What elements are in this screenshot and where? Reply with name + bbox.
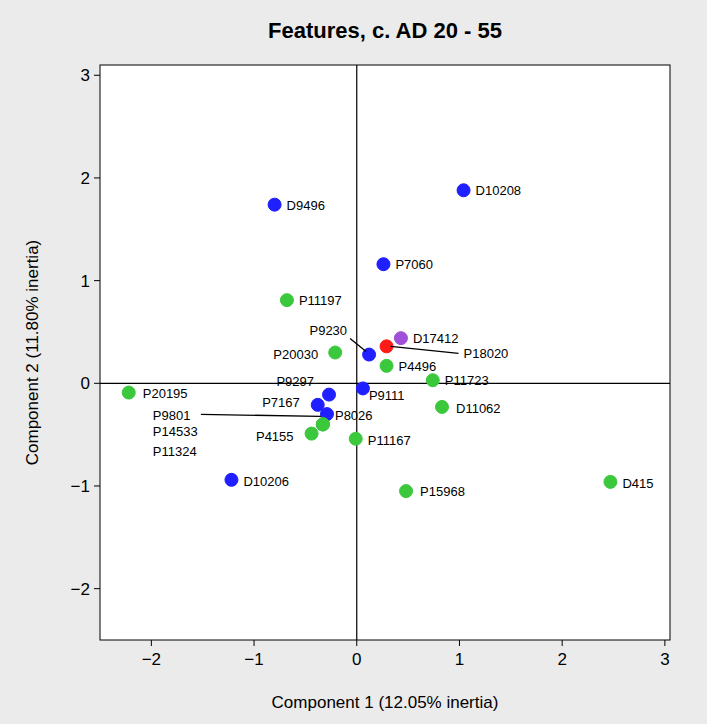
point-label: P20195: [143, 386, 188, 401]
point: [329, 346, 342, 359]
x-tick: [664, 640, 665, 646]
title: Features, c. AD 20 - 55: [268, 18, 502, 43]
y-tick-label: 3: [81, 66, 90, 85]
x-tick-label: 0: [352, 650, 361, 669]
point-label: P11197: [299, 293, 342, 308]
x-tick: [459, 640, 460, 646]
point: [356, 382, 369, 395]
point: [122, 386, 135, 399]
point: [316, 418, 329, 431]
point: [377, 258, 390, 271]
point-label: P15968: [420, 484, 465, 499]
x-tick: [562, 640, 563, 646]
y-tick: [94, 485, 100, 486]
point-label: P14533: [153, 424, 198, 439]
leader-line: [350, 339, 366, 352]
y-tick-label: 0: [81, 374, 90, 393]
plot-frame: [100, 65, 670, 640]
x-tick: [254, 640, 255, 646]
point-label: P7167: [262, 395, 300, 410]
y-tick-label: −2: [71, 580, 90, 599]
point: [380, 359, 393, 372]
x-tick-label: −1: [244, 650, 263, 669]
point: [323, 388, 336, 401]
point-label: D415: [622, 476, 653, 491]
point-label: P4496: [399, 359, 437, 374]
x-tick-label: 2: [557, 650, 566, 669]
point-label: P8026: [335, 408, 373, 423]
point: [268, 198, 281, 211]
y-tick: [94, 280, 100, 281]
x-tick-label: 3: [660, 650, 669, 669]
point: [349, 432, 362, 445]
x-axis-label: Component 1 (12.05% inertia): [272, 693, 499, 712]
y-axis-label: Component 2 (11.80% inertia): [23, 240, 42, 466]
points: [122, 184, 617, 498]
point-label: D17412: [413, 331, 459, 346]
point-label: P11167: [368, 433, 411, 448]
point-label: D10208: [476, 183, 522, 198]
x-tick: [356, 640, 357, 646]
y-tick-label: −1: [71, 477, 90, 496]
point: [316, 418, 329, 431]
y-tick-label: 2: [81, 169, 90, 188]
x-tick-label: 1: [455, 650, 464, 669]
y-tick: [94, 177, 100, 178]
zero-line-y: [100, 383, 670, 384]
point-label: P11324: [153, 444, 197, 459]
point-label: P9801: [153, 408, 191, 423]
x-tick-label: −2: [142, 650, 161, 669]
point-label: P11723: [445, 373, 489, 388]
point: [394, 332, 407, 345]
point: [457, 184, 470, 197]
point: [305, 427, 318, 440]
y-tick-label: 1: [81, 272, 90, 291]
point: [400, 485, 413, 498]
point-label: P4155: [256, 429, 294, 444]
point: [316, 418, 329, 431]
y-tick: [94, 383, 100, 384]
point-label: P18020: [464, 346, 509, 361]
plot-area: [100, 65, 670, 640]
point-label: P9230: [309, 323, 347, 338]
point-label: D11062: [456, 401, 501, 416]
point-label: P7060: [395, 257, 433, 272]
point-label: D10206: [243, 474, 289, 489]
point: [426, 374, 439, 387]
leader-line: [391, 346, 459, 353]
point-label: P9297: [276, 374, 314, 389]
point: [280, 294, 293, 307]
point: [604, 475, 617, 488]
point-label: D9496: [287, 198, 325, 213]
chart: Features, c. AD 20 - 55 Component 1 (12.0…: [0, 0, 707, 724]
y-tick: [94, 75, 100, 76]
x-tick: [151, 640, 152, 646]
point-label: P20030: [273, 347, 318, 362]
point-label: P9111: [369, 388, 405, 403]
point: [225, 473, 238, 486]
zero-line-x: [356, 65, 357, 640]
leader-line: [201, 414, 321, 416]
y-tick: [94, 588, 100, 589]
point: [436, 400, 449, 413]
point-labels: D9496 D10208 P7060 P11197 D17412 P18020 P9230 P…: [143, 183, 654, 499]
